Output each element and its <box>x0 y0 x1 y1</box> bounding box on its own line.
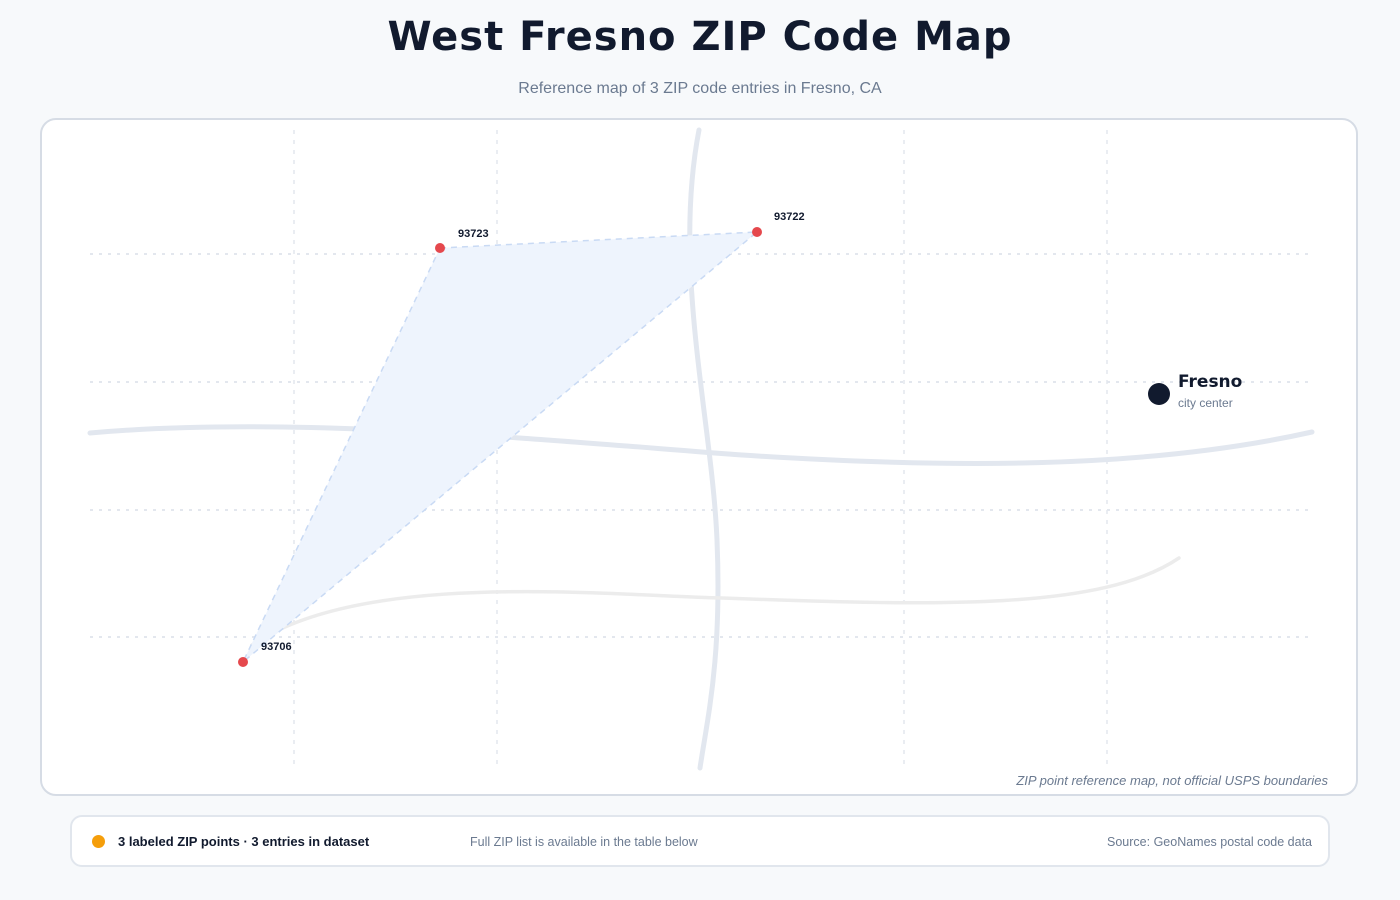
page-subtitle: Reference map of 3 ZIP code entries in F… <box>518 80 882 97</box>
zip-point-93723[interactable]: 93723 <box>435 228 489 253</box>
roads <box>87 127 1315 771</box>
city-name: Fresno <box>1178 372 1242 392</box>
map-canvas[interactable]: 93723 93722 93706 Fresno city center <box>42 120 1360 798</box>
legend-dot-icon <box>92 835 105 848</box>
map-panel[interactable]: 93723 93722 93706 Fresno city center ZIP… <box>40 118 1358 796</box>
map-disclaimer: ZIP point reference map, not official US… <box>1016 773 1328 788</box>
legend-label: 3 labeled ZIP points · 3 entries in data… <box>118 834 370 849</box>
footer-note: Full ZIP list is available in the table … <box>470 835 698 849</box>
zip-point-label: 93706 <box>261 641 292 653</box>
city-caption: city center <box>1178 396 1233 410</box>
zip-point-label: 93723 <box>458 228 489 240</box>
road-horizontal-main <box>87 424 1315 466</box>
road-horizontal-secondary <box>250 556 1181 647</box>
map-grid <box>90 130 1310 770</box>
zip-point-label: 93722 <box>774 211 805 223</box>
city-marker-icon[interactable] <box>1148 383 1170 405</box>
zip-point-marker[interactable] <box>435 243 445 253</box>
zip-point-93722[interactable]: 93722 <box>752 211 805 237</box>
zip-point-93706[interactable]: 93706 <box>238 641 292 667</box>
city-center-marker[interactable]: Fresno city center <box>1148 372 1242 410</box>
page-title: West Fresno ZIP Code Map <box>387 14 1013 60</box>
data-source: Source: GeoNames postal code data <box>1107 835 1312 849</box>
zip-point-marker[interactable] <box>752 227 762 237</box>
zip-point-marker[interactable] <box>238 657 248 667</box>
zip-coverage-area <box>242 231 760 663</box>
map-footer: 3 labeled ZIP points · 3 entries in data… <box>70 815 1330 867</box>
